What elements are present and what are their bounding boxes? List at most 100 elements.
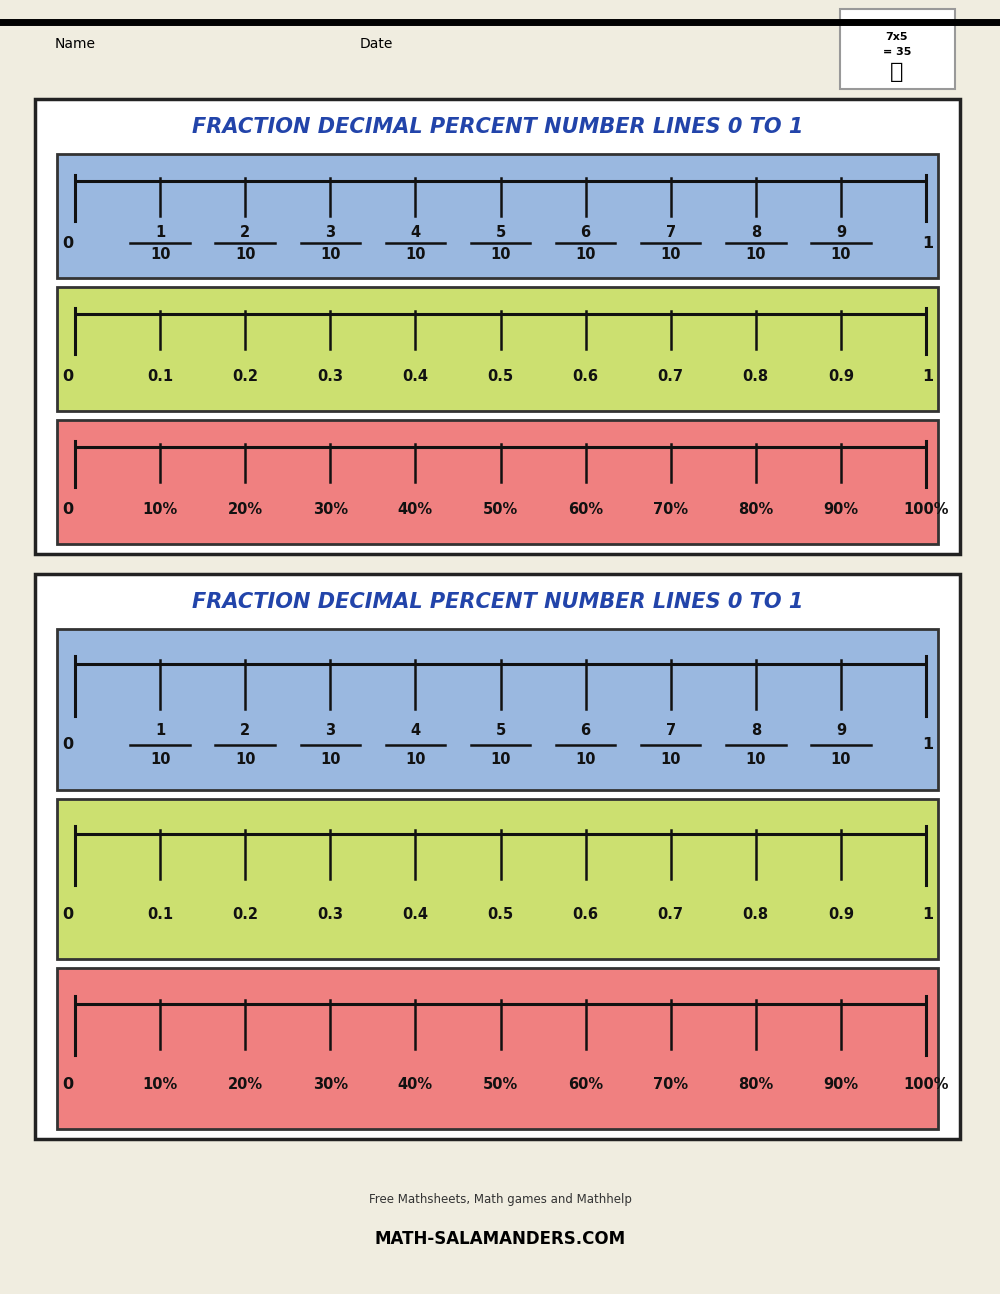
Text: 10: 10 (405, 247, 426, 261)
Text: 10: 10 (150, 247, 170, 261)
Text: 0: 0 (62, 369, 73, 384)
FancyBboxPatch shape (35, 575, 960, 1139)
Text: 5: 5 (495, 225, 506, 239)
Text: 2: 2 (240, 225, 250, 239)
Text: 10: 10 (150, 752, 170, 766)
Text: 0: 0 (62, 236, 73, 251)
FancyBboxPatch shape (57, 798, 938, 959)
Text: 70%: 70% (653, 1077, 688, 1092)
Text: 0.9: 0.9 (828, 369, 854, 384)
FancyBboxPatch shape (57, 968, 938, 1128)
Text: 6: 6 (581, 225, 591, 239)
Text: 1: 1 (155, 723, 165, 738)
Text: 8: 8 (751, 225, 761, 239)
Text: 5: 5 (495, 723, 506, 738)
Text: 7: 7 (666, 723, 676, 738)
FancyBboxPatch shape (840, 9, 955, 89)
Text: 0.2: 0.2 (232, 369, 258, 384)
Text: 40%: 40% (398, 1077, 433, 1092)
Text: Free Mathsheets, Math games and Mathhelp: Free Mathsheets, Math games and Mathhelp (369, 1193, 631, 1206)
Text: 80%: 80% (738, 1077, 773, 1092)
Text: 4: 4 (410, 225, 420, 239)
Text: 10: 10 (746, 247, 766, 261)
Text: 7: 7 (666, 225, 676, 239)
Text: 0.5: 0.5 (487, 907, 514, 921)
Text: 0: 0 (62, 502, 73, 516)
Text: 0.4: 0.4 (402, 369, 428, 384)
Text: 10: 10 (831, 247, 851, 261)
Text: 10: 10 (575, 247, 596, 261)
Text: 0.6: 0.6 (573, 369, 599, 384)
Text: 80%: 80% (738, 502, 773, 516)
Text: 10: 10 (660, 752, 681, 766)
Text: Date: Date (360, 38, 393, 50)
Text: 30%: 30% (313, 502, 348, 516)
Text: 10: 10 (320, 752, 341, 766)
Text: 10: 10 (490, 247, 511, 261)
Text: 0.9: 0.9 (828, 907, 854, 921)
Text: 0.5: 0.5 (487, 369, 514, 384)
Text: 50%: 50% (483, 1077, 518, 1092)
Text: 10%: 10% (142, 502, 178, 516)
Text: 7x5: 7x5 (886, 32, 908, 41)
Text: 2: 2 (240, 723, 250, 738)
Text: 0.2: 0.2 (232, 907, 258, 921)
Text: 20%: 20% (228, 1077, 263, 1092)
Text: 0.1: 0.1 (147, 369, 173, 384)
Text: 10: 10 (746, 752, 766, 766)
FancyBboxPatch shape (35, 100, 960, 554)
Text: 60%: 60% (568, 502, 603, 516)
Text: 0.8: 0.8 (743, 369, 769, 384)
Text: Name: Name (55, 38, 96, 50)
Text: 3: 3 (325, 723, 335, 738)
Text: 10: 10 (235, 752, 255, 766)
Text: 🐆: 🐆 (890, 62, 904, 82)
Text: 20%: 20% (228, 502, 263, 516)
Text: 0.4: 0.4 (402, 907, 428, 921)
Text: MATH-SALAMANDERS.COM: MATH-SALAMANDERS.COM (374, 1231, 626, 1247)
Text: 10: 10 (660, 247, 681, 261)
Text: 1: 1 (922, 907, 933, 921)
Text: 100%: 100% (903, 502, 949, 516)
Text: 1: 1 (922, 369, 933, 384)
Text: 30%: 30% (313, 1077, 348, 1092)
Text: 10: 10 (320, 247, 341, 261)
Text: 90%: 90% (823, 502, 858, 516)
Text: 9: 9 (836, 225, 846, 239)
Text: 40%: 40% (398, 502, 433, 516)
Text: 0.3: 0.3 (317, 369, 343, 384)
Text: 1: 1 (922, 738, 933, 752)
FancyBboxPatch shape (57, 421, 938, 543)
Text: 9: 9 (836, 723, 846, 738)
FancyBboxPatch shape (57, 629, 938, 789)
Text: 4: 4 (410, 723, 420, 738)
Text: FRACTION DECIMAL PERCENT NUMBER LINES 0 TO 1: FRACTION DECIMAL PERCENT NUMBER LINES 0 … (192, 116, 803, 137)
Text: 10: 10 (235, 247, 255, 261)
FancyBboxPatch shape (57, 154, 938, 278)
Text: 10%: 10% (142, 1077, 178, 1092)
Text: 8: 8 (751, 723, 761, 738)
Text: 10: 10 (831, 752, 851, 766)
Text: 0: 0 (62, 907, 73, 921)
Text: 0.7: 0.7 (658, 907, 684, 921)
Text: 60%: 60% (568, 1077, 603, 1092)
Text: = 35: = 35 (883, 47, 911, 57)
Text: 10: 10 (490, 752, 511, 766)
FancyBboxPatch shape (57, 287, 938, 411)
Text: 0: 0 (62, 1077, 73, 1092)
Text: 70%: 70% (653, 502, 688, 516)
Text: 0.8: 0.8 (743, 907, 769, 921)
Text: 10: 10 (405, 752, 426, 766)
Text: 50%: 50% (483, 502, 518, 516)
Text: 0.6: 0.6 (573, 907, 599, 921)
Text: 0.3: 0.3 (317, 907, 343, 921)
Text: 0.1: 0.1 (147, 907, 173, 921)
Text: 1: 1 (922, 236, 933, 251)
Text: 1: 1 (155, 225, 165, 239)
Text: 0: 0 (62, 738, 73, 752)
Text: FRACTION DECIMAL PERCENT NUMBER LINES 0 TO 1: FRACTION DECIMAL PERCENT NUMBER LINES 0 … (192, 591, 803, 612)
Text: 90%: 90% (823, 1077, 858, 1092)
Text: 10: 10 (575, 752, 596, 766)
Text: 3: 3 (325, 225, 335, 239)
Text: 100%: 100% (903, 1077, 949, 1092)
